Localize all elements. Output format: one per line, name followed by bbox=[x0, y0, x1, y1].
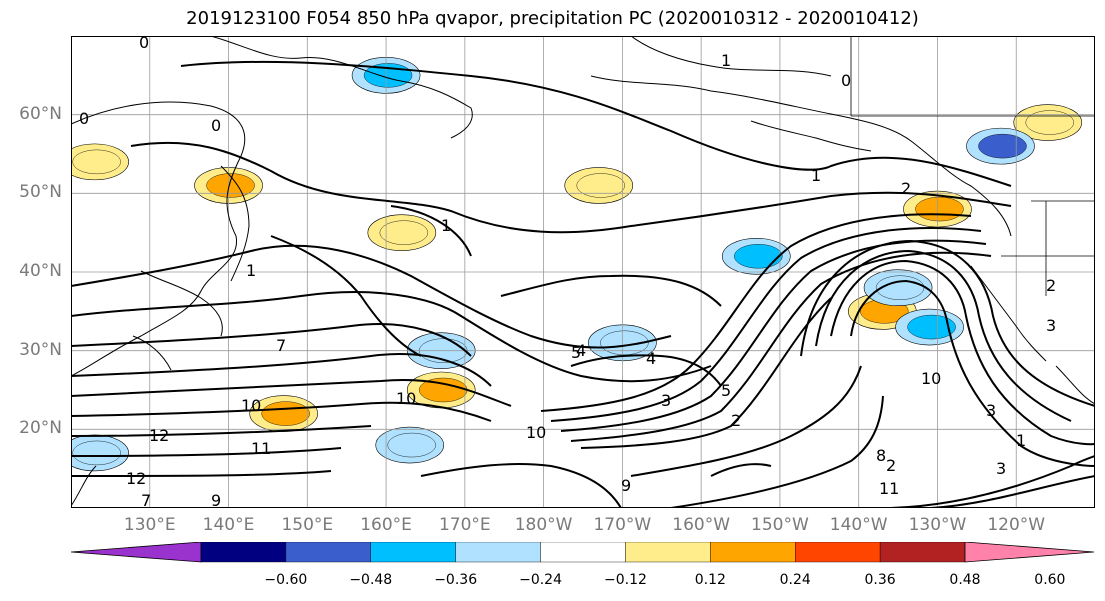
latitude-label: 50°N bbox=[19, 182, 62, 203]
shading-layer bbox=[71, 57, 1083, 472]
contour-label: 1 bbox=[721, 51, 731, 70]
contour-label: 1 bbox=[441, 216, 451, 235]
negative-precip-core bbox=[907, 314, 956, 340]
colorbar-box bbox=[879, 542, 966, 563]
contour-label: 0 bbox=[841, 71, 851, 90]
positive-precip-core bbox=[379, 220, 429, 245]
colorbar-tick-label: 0.24 bbox=[779, 572, 811, 588]
contour-label: 1 bbox=[1016, 431, 1026, 450]
positive-precip-core bbox=[206, 173, 255, 198]
longitude-label: 180°W bbox=[514, 515, 573, 535]
longitude-label: 140°E bbox=[202, 515, 255, 535]
longitude-label: 170°E bbox=[438, 515, 491, 535]
colorbar-tick-label: −0.24 bbox=[519, 572, 562, 588]
map-frame bbox=[71, 36, 1095, 508]
colorbar-extension-high bbox=[964, 542, 1095, 563]
longitude-label: 130°W bbox=[908, 515, 967, 535]
contour-label: 12 bbox=[126, 469, 146, 488]
longitude-label: 160°E bbox=[360, 515, 412, 535]
colorbar bbox=[71, 542, 1095, 563]
contour-label: 2 bbox=[731, 411, 741, 430]
colorbar-extension-low bbox=[71, 542, 202, 563]
colorbar-tick-label: −0.12 bbox=[603, 572, 647, 588]
contour-label: 7 bbox=[141, 491, 151, 508]
contour-label: 7 bbox=[276, 336, 286, 355]
country-borders bbox=[850, 36, 1095, 296]
contour-label: 3 bbox=[1046, 316, 1056, 335]
contour-label: 9 bbox=[211, 491, 221, 508]
negative-precip-core bbox=[387, 432, 436, 458]
longitude-label: 150°E bbox=[281, 515, 334, 535]
negative-precip-core bbox=[72, 440, 121, 466]
contour-label: 1 bbox=[246, 261, 256, 280]
contour-label: 8 bbox=[876, 446, 886, 465]
colorbar-box bbox=[285, 542, 371, 563]
positive-precip-core bbox=[72, 149, 121, 175]
contour-label: 0 bbox=[139, 36, 149, 52]
colorbar-box bbox=[455, 542, 541, 563]
contour-label: 10 bbox=[921, 369, 941, 388]
contour-label: 5 bbox=[571, 343, 581, 362]
colorbar-tick-label: −0.60 bbox=[264, 572, 308, 588]
contour-label: 11 bbox=[879, 479, 899, 498]
contour-label: 11 bbox=[251, 439, 271, 458]
coastlines bbox=[71, 36, 1095, 507]
latitude-label: 60°N bbox=[19, 103, 62, 124]
positive-precip-core bbox=[1025, 110, 1074, 135]
contour-label: 9 bbox=[621, 476, 631, 495]
colorbar-box bbox=[200, 542, 287, 563]
colorbar-tick-label: 0.36 bbox=[864, 572, 896, 588]
colorbar-tick-label: 0.48 bbox=[949, 572, 981, 588]
contour-label: 1 bbox=[811, 166, 821, 185]
map-panel: 0 0 0 0 1 1 1 1 2 2 2 3 3 3 4 4 5 5 7 7 8 9 9 10 10 10 10 11 11 12 12 1… bbox=[71, 36, 1095, 508]
positive-precip-core bbox=[915, 196, 964, 222]
contour-label: 5 bbox=[721, 381, 731, 400]
longitude-label: 130°E bbox=[123, 515, 176, 535]
contour-label: 3 bbox=[986, 401, 996, 420]
qvapor-contours bbox=[71, 60, 1095, 508]
contour-label: 0 bbox=[211, 116, 221, 135]
contour-label: 2 bbox=[1046, 276, 1056, 295]
negative-precip-core bbox=[978, 133, 1027, 159]
contour-label: 4 bbox=[646, 349, 656, 368]
negative-precip-core bbox=[734, 244, 783, 269]
colorbar-box bbox=[710, 542, 796, 563]
negative-precip-core bbox=[600, 330, 649, 355]
contour-label: 10 bbox=[396, 389, 416, 408]
contour-label: 3 bbox=[996, 459, 1006, 478]
colorbar-box bbox=[795, 542, 881, 563]
longitude-label: 150°W bbox=[751, 515, 809, 535]
longitude-label: 170°W bbox=[593, 515, 652, 535]
contour-label: 10 bbox=[526, 423, 546, 442]
colorbar-tick-label: −0.36 bbox=[434, 572, 478, 588]
contour-label: 10 bbox=[241, 396, 261, 415]
contour-label: 4 bbox=[576, 341, 586, 360]
latitude-label: 30°N bbox=[19, 339, 62, 360]
longitude-label: 120°W bbox=[987, 515, 1046, 535]
page-title: 2019123100 F054 850 hPa qvapor, precipit… bbox=[186, 8, 919, 29]
colorbar-tick-label: 0.60 bbox=[1034, 572, 1066, 588]
colorbar-box bbox=[540, 542, 626, 563]
negative-precip-core bbox=[875, 275, 925, 300]
latitude-label: 40°N bbox=[19, 261, 62, 281]
contour-label: 3 bbox=[661, 391, 671, 410]
contour-label: 2 bbox=[886, 456, 896, 475]
contour-label: 0 bbox=[79, 109, 89, 128]
latitude-label: 20°N bbox=[19, 418, 62, 439]
positive-precip-core bbox=[576, 173, 625, 198]
contour-label: 12 bbox=[149, 426, 169, 445]
positive-precip-core bbox=[261, 401, 310, 426]
colorbar-box bbox=[370, 542, 456, 563]
colorbar-tick-label: 0.12 bbox=[694, 572, 726, 588]
longitude-label: 160°W bbox=[672, 515, 731, 535]
longitude-label: 140°W bbox=[829, 515, 888, 535]
colorbar-tick-label: −0.48 bbox=[349, 572, 393, 588]
colorbar-box bbox=[625, 542, 711, 563]
contour-label: 2 bbox=[901, 179, 911, 198]
